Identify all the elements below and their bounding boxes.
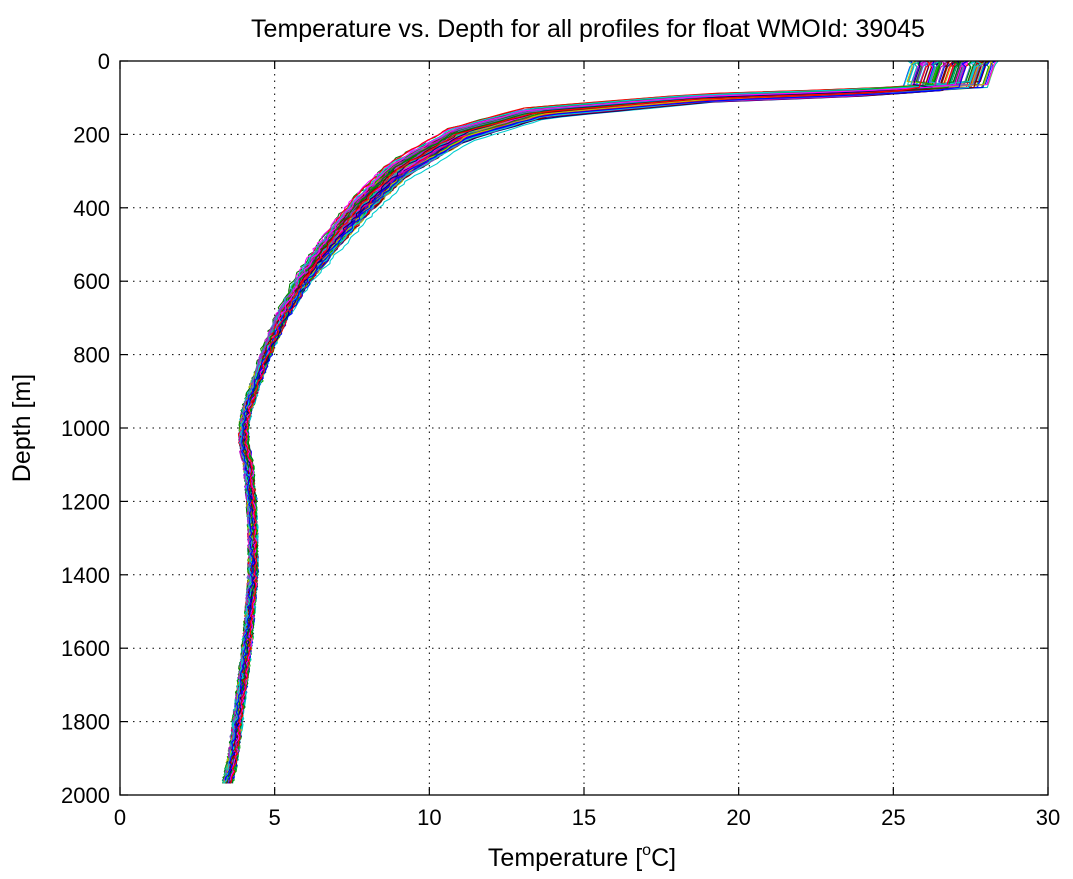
x-tick-label: 20 [726, 805, 750, 830]
y-tick-label: 200 [73, 122, 110, 147]
x-tick-label: 0 [114, 805, 126, 830]
x-axis-label-prefix: Temperature [ [488, 844, 642, 872]
axis-ticks [119, 60, 1049, 796]
y-tick-label: 600 [73, 269, 110, 294]
y-tick-label: 1800 [61, 710, 110, 735]
y-tick-labels: 0 200 400 600 800 1000 1200 1400 1600 1800 2000 [61, 49, 110, 808]
x-tick-label: 30 [1036, 805, 1060, 830]
profile-lines [221, 60, 999, 784]
x-tick-label: 25 [881, 805, 905, 830]
x-axis-label: Temperature [oC] [488, 842, 676, 872]
plot-area [120, 61, 1048, 795]
x-tick-labels: 0 5 10 15 20 25 30 [114, 805, 1060, 830]
chart-title: Temperature vs. Depth for all profiles f… [251, 15, 925, 43]
y-tick-label: 1200 [61, 489, 110, 514]
y-axis-label: Depth [m] [8, 374, 36, 482]
x-axis-label-superscript: o [642, 842, 651, 859]
y-tick-label: 400 [73, 196, 110, 221]
x-tick-label: 5 [269, 805, 281, 830]
y-tick-label: 800 [73, 343, 110, 368]
y-tick-label: 1400 [61, 563, 110, 588]
y-tick-label: 0 [98, 49, 110, 74]
x-axis-label-suffix: C] [651, 844, 676, 872]
x-tick-label: 15 [572, 805, 596, 830]
y-tick-label: 1600 [61, 636, 110, 661]
grid-lines [120, 61, 1048, 795]
y-tick-label: 1000 [61, 416, 110, 441]
profile-line [224, 60, 968, 781]
profile-line [230, 60, 931, 784]
x-tick-label: 10 [417, 805, 441, 830]
y-tick-label: 2000 [61, 783, 110, 808]
profile-line [223, 60, 982, 784]
